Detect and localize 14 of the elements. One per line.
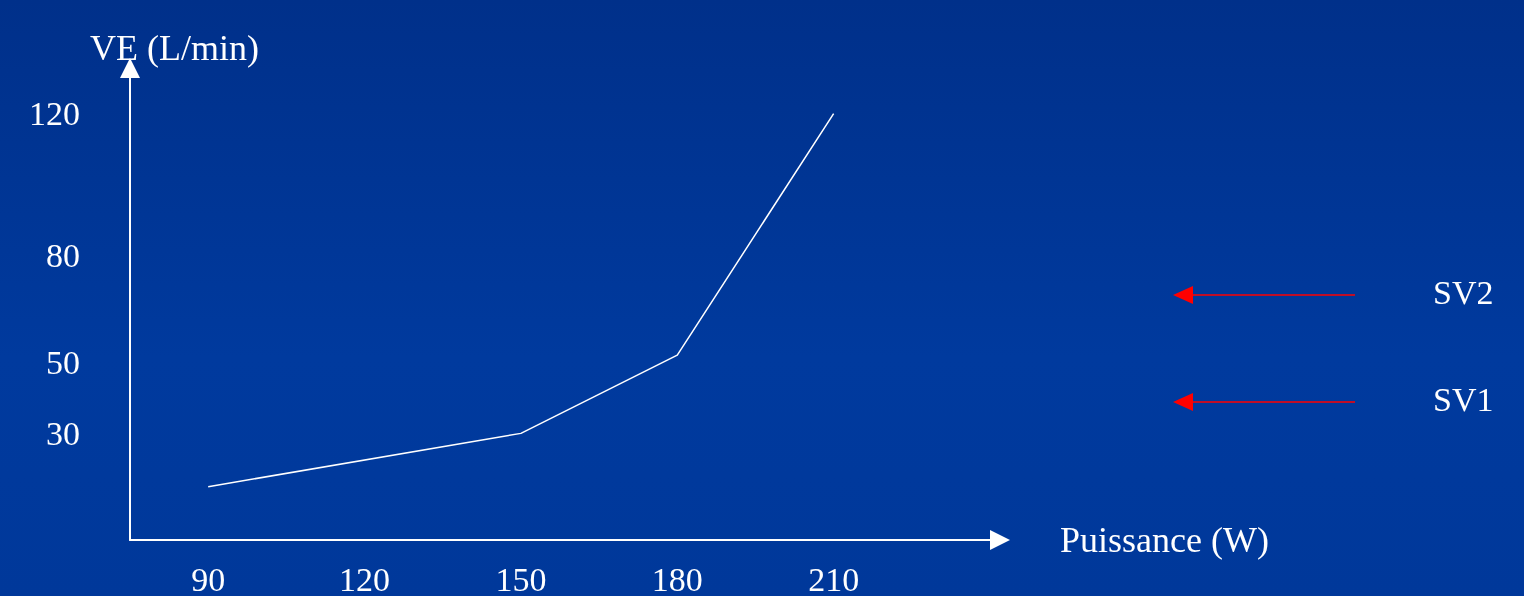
- text: SV2: [1433, 274, 1494, 312]
- y-axis-title: VE (L/min): [90, 28, 259, 68]
- x-tick-label: 120: [339, 560, 391, 596]
- x-tick-label: 150: [495, 560, 547, 596]
- x-tick-label: 180: [651, 560, 703, 596]
- y-tick-label: 120: [29, 95, 80, 133]
- y-tick-label: 80: [46, 237, 80, 275]
- line-series: [207, 112, 835, 488]
- x-tick-label: 210: [808, 560, 860, 596]
- y-tick-label: 30: [46, 414, 80, 452]
- text: SV1: [1433, 381, 1494, 419]
- x-tick-label: 90: [191, 560, 226, 596]
- x-axis-title: Puissance (W): [1060, 520, 1269, 560]
- y-tick-label: 50: [46, 343, 80, 381]
